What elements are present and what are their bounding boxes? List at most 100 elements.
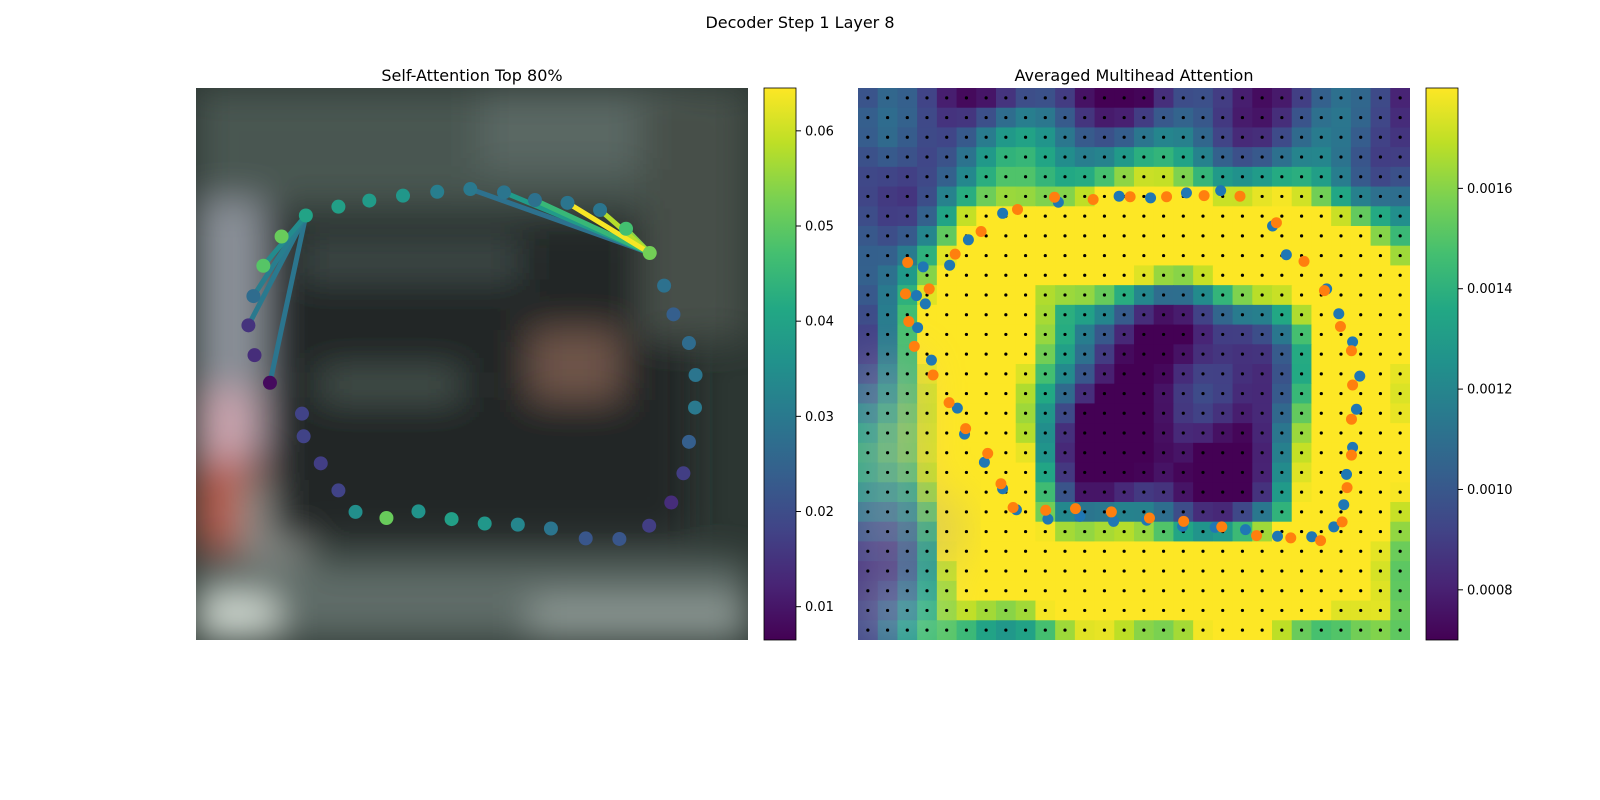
grid-point	[1240, 273, 1245, 277]
query-point	[241, 318, 256, 333]
grid-point	[1161, 155, 1166, 159]
grid-point	[1378, 372, 1383, 376]
grid-point	[1083, 175, 1087, 179]
grid-point	[905, 529, 909, 534]
grid-point	[1319, 411, 1323, 415]
grid-point	[1201, 628, 1205, 632]
grid-point	[925, 589, 929, 593]
grid-point	[1260, 628, 1264, 632]
grid-point	[1240, 96, 1245, 100]
grid-point	[1063, 431, 1067, 435]
grid-point	[1102, 451, 1107, 455]
grid-point	[945, 96, 949, 100]
grid-point	[1280, 608, 1284, 613]
grid-point	[1043, 155, 1047, 159]
grid-point	[945, 332, 949, 337]
grid-point	[1181, 490, 1185, 494]
target-point	[1345, 345, 1357, 357]
grid-point	[1280, 175, 1284, 179]
grid-point	[1063, 135, 1067, 139]
grid-point	[984, 391, 988, 396]
grid-point	[1299, 352, 1304, 356]
grid-point	[1063, 510, 1067, 514]
grid-point	[1181, 411, 1185, 415]
grid-point	[1023, 411, 1028, 415]
predicted-point	[919, 298, 931, 310]
grid-point	[1240, 175, 1245, 179]
target-point	[899, 288, 911, 300]
grid-point	[1359, 96, 1363, 100]
grid-point	[1102, 431, 1107, 435]
grid-point	[1240, 372, 1245, 376]
grid-point	[1063, 352, 1067, 356]
grid-point	[885, 608, 890, 613]
grid-point	[1023, 510, 1028, 514]
target-point	[1198, 190, 1210, 202]
grid-point	[945, 115, 949, 120]
grid-point	[905, 273, 909, 277]
grid-point	[1339, 293, 1343, 297]
grid-point	[1201, 451, 1205, 455]
grid-point	[1083, 451, 1087, 455]
grid-point	[1142, 135, 1146, 139]
grid-point	[1319, 234, 1323, 238]
grid-point	[866, 490, 870, 494]
grid-point	[1023, 352, 1028, 356]
grid-point	[905, 608, 909, 613]
grid-point	[885, 490, 890, 494]
grid-point	[1023, 332, 1028, 337]
grid-point	[1339, 391, 1343, 396]
grid-point	[945, 313, 949, 317]
grid-point	[1260, 96, 1264, 100]
grid-point	[1023, 155, 1028, 159]
grid-point	[866, 273, 870, 277]
grid-point	[984, 490, 988, 494]
grid-point	[905, 175, 909, 179]
grid-point	[866, 155, 870, 159]
grid-point	[1083, 155, 1087, 159]
grid-point	[866, 214, 870, 218]
grid-point	[905, 115, 909, 120]
query-point	[666, 307, 681, 322]
grid-point	[1063, 175, 1067, 179]
grid-point	[885, 293, 890, 297]
grid-point	[1043, 549, 1047, 553]
grid-point	[1083, 115, 1087, 120]
grid-point	[1299, 529, 1304, 534]
grid-point	[1023, 96, 1028, 100]
query-point	[313, 456, 328, 471]
target-point	[1251, 530, 1263, 542]
grid-point	[925, 155, 929, 159]
grid-point	[1142, 510, 1146, 514]
grid-point	[1378, 234, 1383, 238]
grid-point	[1280, 234, 1284, 238]
grid-point	[1023, 372, 1028, 376]
grid-point	[1240, 549, 1245, 553]
grid-point	[1102, 115, 1107, 120]
grid-point	[925, 529, 929, 534]
grid-point	[1142, 529, 1146, 534]
grid-point	[1260, 253, 1264, 258]
grid-point	[1181, 391, 1185, 396]
grid-point	[1359, 569, 1363, 573]
grid-point	[1339, 589, 1343, 593]
grid-point	[866, 372, 870, 376]
grid-point	[925, 411, 929, 415]
grid-point	[984, 372, 988, 376]
target-point	[960, 423, 972, 435]
target-point	[1216, 521, 1228, 533]
grid-point	[1083, 96, 1087, 100]
grid-point	[1142, 628, 1146, 632]
grid-point	[1043, 411, 1047, 415]
right-panel-title: Averaged Multihead Attention	[1014, 66, 1254, 85]
target-point	[1298, 255, 1310, 267]
grid-point	[1181, 293, 1185, 297]
right-colorbar-ticks: 0.0008 0.0010 0.0012 0.0014 0.0016	[1458, 182, 1513, 598]
grid-point	[1004, 372, 1008, 376]
grid-point	[1122, 569, 1126, 573]
grid-point	[1299, 332, 1304, 337]
grid-point	[885, 628, 890, 632]
grid-point	[1378, 332, 1383, 337]
grid-point	[1299, 451, 1304, 455]
